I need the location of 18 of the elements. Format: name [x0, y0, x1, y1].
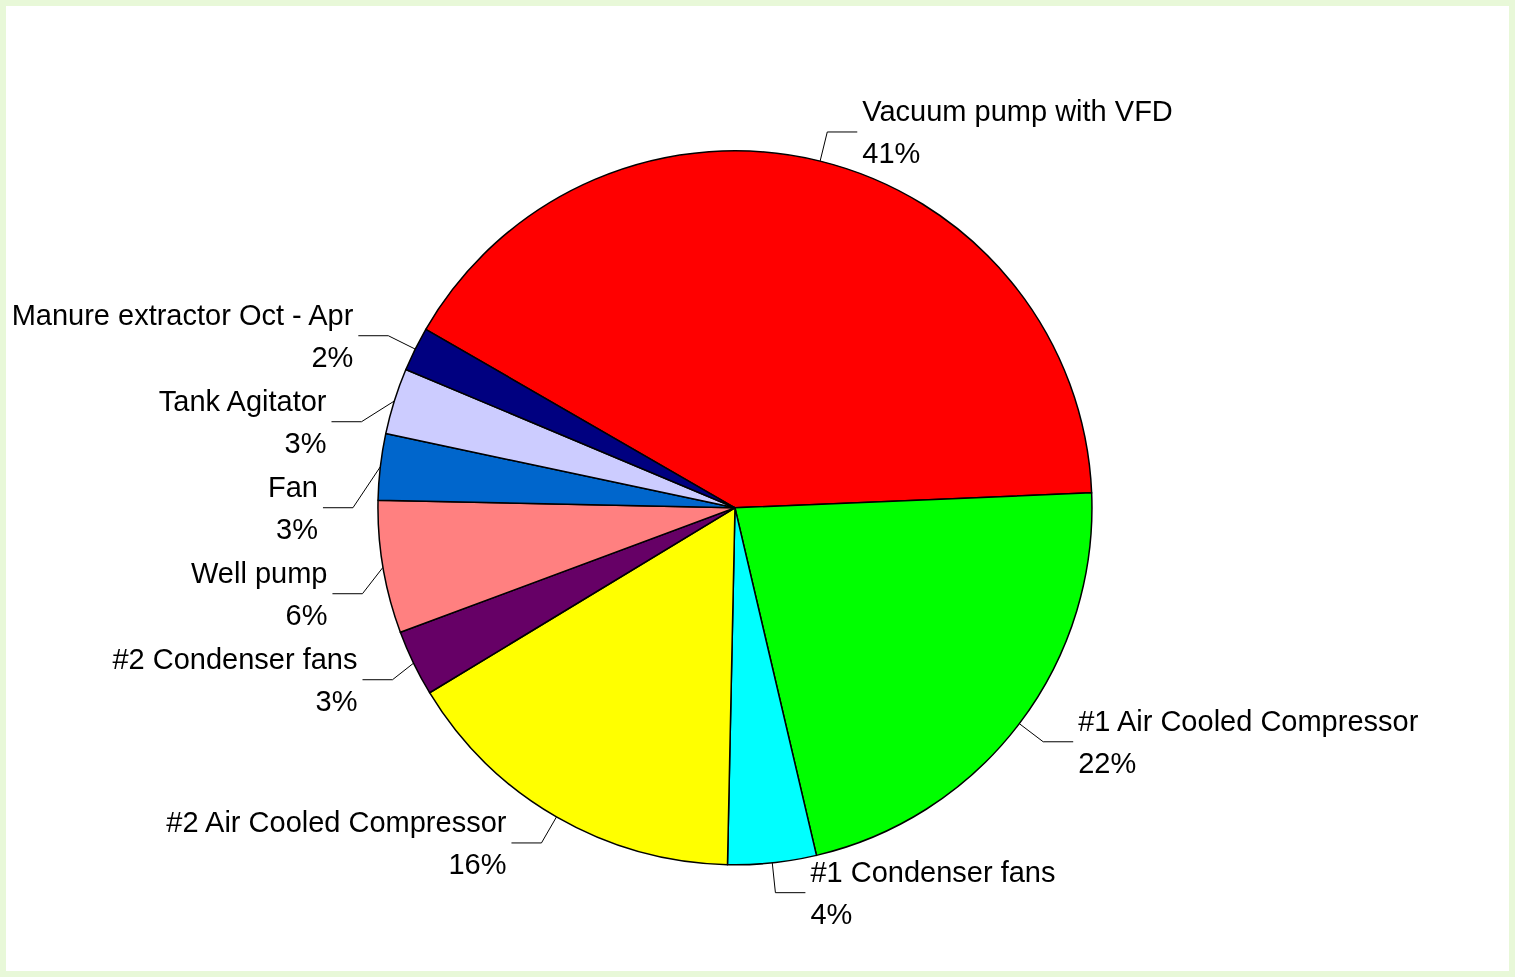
slice-label: #1 Condenser fans	[810, 855, 1056, 888]
data-label: 16%	[448, 847, 507, 880]
data-label: 3%	[276, 512, 318, 545]
data-label: 41%	[862, 136, 921, 169]
data-label: 6%	[285, 598, 328, 631]
slice-label: Tank Agitator	[158, 384, 327, 417]
data-label: 22%	[1078, 746, 1137, 779]
data-label: 4%	[810, 897, 853, 930]
data-label: 3%	[284, 426, 327, 459]
slice-label: #2 Condenser fans	[112, 642, 358, 675]
slice-label: Well pump	[190, 556, 328, 589]
data-label: 2%	[311, 340, 354, 373]
slice-label: Manure extractor Oct - Apr	[11, 298, 354, 331]
slice-label: Vacuum pump with VFD	[862, 94, 1173, 127]
data-label: 3%	[315, 684, 358, 717]
slice-label: #2 Air Cooled Compressor	[166, 805, 507, 838]
slice-label: Fan	[267, 470, 318, 503]
slice-label: #1 Air Cooled Compressor	[1078, 704, 1419, 737]
